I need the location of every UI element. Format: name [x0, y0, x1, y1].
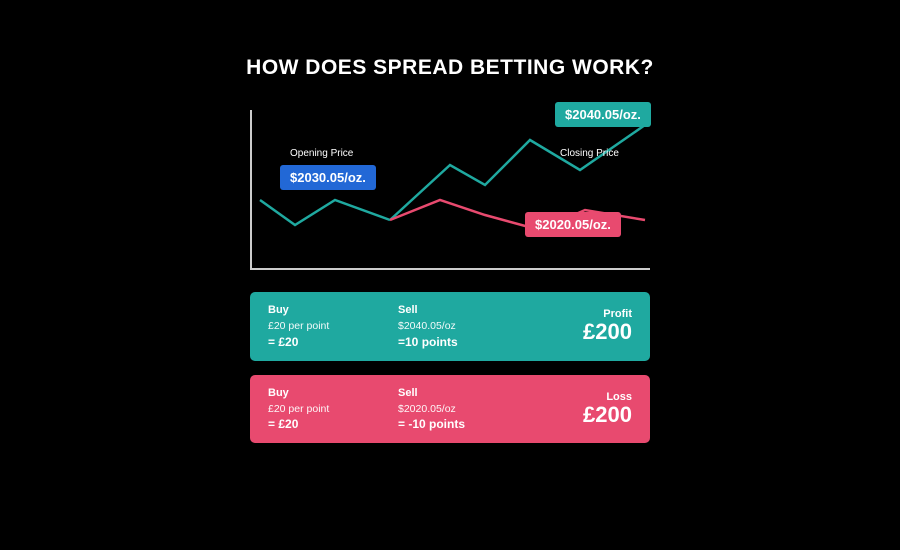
- loss-buy-col: Buy £20 per point = £20: [268, 387, 398, 432]
- chart-svg: [250, 110, 650, 270]
- profit-sell-col: Sell $2040.05/oz =10 points: [398, 304, 538, 349]
- opening-price-label: Opening Price: [290, 148, 353, 159]
- initial-segment-line: [260, 200, 390, 225]
- loss-card: Buy £20 per point = £20 Sell $2020.05/oz…: [250, 375, 650, 444]
- loss-sell-col: Sell $2020.05/oz = -10 points: [398, 387, 538, 432]
- profit-card: Buy £20 per point = £20 Sell $2040.05/oz…: [250, 292, 650, 361]
- profit-buy-header: Buy: [268, 304, 398, 316]
- closing-price-label: Closing Price: [560, 148, 619, 159]
- page-title: HOW DOES SPREAD BETTING WORK?: [246, 56, 654, 80]
- profit-sell-eq: =10 points: [398, 335, 538, 349]
- profit-result-amount: £200: [538, 319, 632, 345]
- profit-buy-eq: = £20: [268, 335, 398, 349]
- loss-sell-eq: = -10 points: [398, 417, 538, 431]
- loss-sell-sub: $2020.05/oz: [398, 402, 538, 417]
- loss-buy-eq: = £20: [268, 417, 398, 431]
- loss-sell-header: Sell: [398, 387, 538, 399]
- loss-result-amount: £200: [538, 402, 632, 428]
- price-chart: Opening Price Closing Price $2030.05/oz.…: [250, 110, 650, 270]
- loss-result-col: Loss £200: [538, 387, 632, 432]
- opening-price-tag: $2030.05/oz.: [280, 165, 376, 190]
- profit-price-tag: $2040.05/oz.: [555, 102, 651, 127]
- profit-sell-header: Sell: [398, 304, 538, 316]
- profit-buy-sub: £20 per point: [268, 319, 398, 334]
- loss-buy-sub: £20 per point: [268, 402, 398, 417]
- profit-result-col: Profit £200: [538, 304, 632, 349]
- profit-buy-col: Buy £20 per point = £20: [268, 304, 398, 349]
- loss-price-tag: $2020.05/oz.: [525, 212, 621, 237]
- loss-buy-header: Buy: [268, 387, 398, 399]
- profit-sell-sub: $2040.05/oz: [398, 319, 538, 334]
